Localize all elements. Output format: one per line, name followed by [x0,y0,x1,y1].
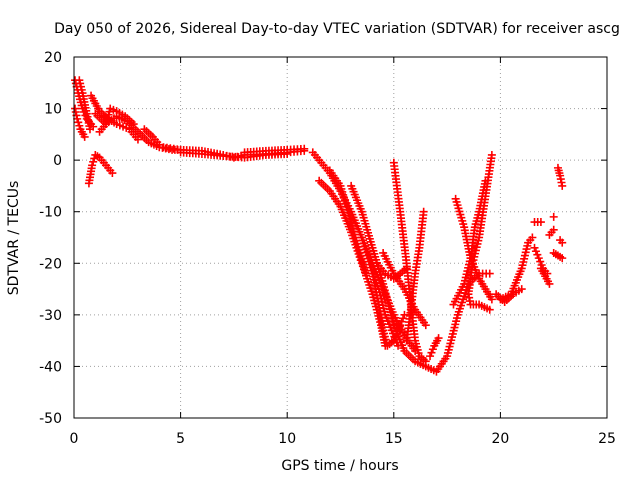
chart-title: Day 050 of 2026, Sidereal Day-to-day VTE… [54,21,620,37]
series-arc-33 [549,212,558,221]
x-axis-label: GPS time / hours [281,458,398,474]
series-arc-3 [75,76,94,134]
series-arc-19 [368,269,403,350]
data-points [71,76,567,376]
y-tick-label: -10 [39,205,62,221]
y-tick-label: 0 [53,153,62,169]
series-arc-21 [389,158,430,366]
series-arc-32 [545,225,558,239]
x-tick-label: 15 [385,431,403,447]
series-arc-36 [556,236,567,247]
plot-frame [73,56,608,419]
series-arc-14 [315,176,390,350]
x-tick-label: 25 [598,431,616,447]
series-arc-26 [449,176,490,309]
x-tick-label: 10 [278,431,296,447]
series-arc-15 [325,166,371,278]
series-arc-31 [536,264,554,288]
y-tick-label: -30 [39,308,62,324]
series-arc-28 [496,233,537,304]
series-arc-8 [99,112,142,144]
axis-ticks: 0 5 10 15 20 25 -50 -40 -30 -20 -10 0 10 20 [39,50,616,447]
y-tick-label: 10 [44,102,62,118]
series-arc-11 [176,148,292,162]
y-tick-label: -50 [39,411,62,427]
series-arc-9 [140,125,164,149]
series-arc-25 [464,150,496,314]
x-tick-label: 20 [491,431,509,447]
y-tick-label: 20 [44,50,62,66]
series-arc-5 [84,150,117,188]
series-arc-35 [553,163,567,190]
y-axis-label: SDTVAR / TECUs [6,181,22,296]
series-arc-2 [71,104,89,141]
series-arc-34 [549,248,567,263]
x-tick-label: 0 [70,431,79,447]
series-arc-12 [240,144,309,157]
series-arc-22 [402,207,428,345]
grid [74,57,607,418]
y-tick-label: -40 [39,359,62,375]
y-tick-label: -20 [39,256,62,272]
series-arc-29 [530,218,545,227]
series-arc-23 [426,334,443,361]
x-tick-label: 5 [176,431,185,447]
